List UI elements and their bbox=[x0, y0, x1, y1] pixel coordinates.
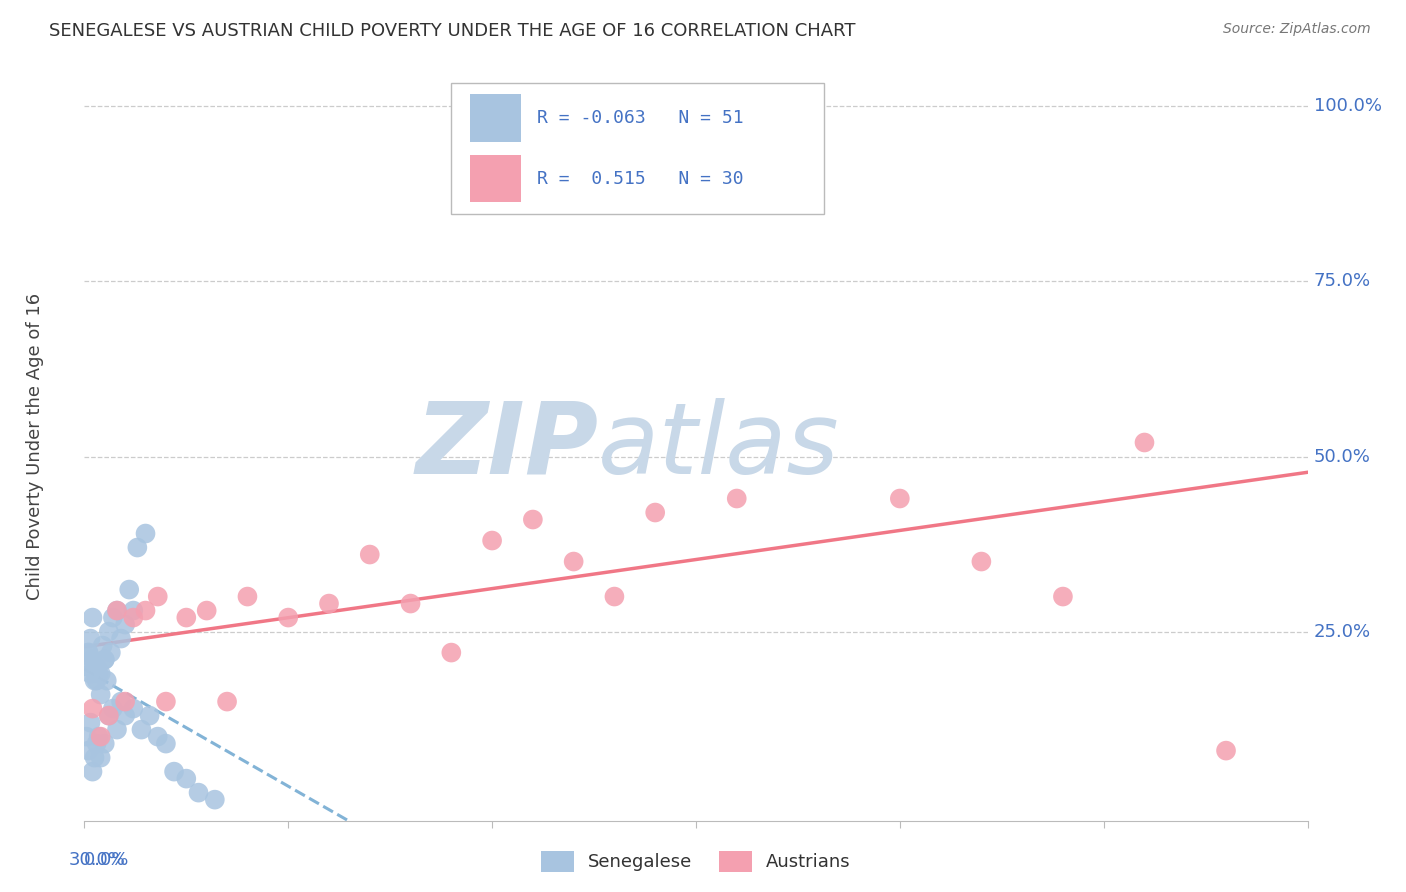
Point bbox=[146, 730, 169, 744]
Point bbox=[101, 701, 124, 715]
Point bbox=[174, 772, 197, 786]
Point bbox=[359, 548, 381, 562]
FancyBboxPatch shape bbox=[451, 83, 824, 214]
Text: 30.0%: 30.0% bbox=[69, 851, 125, 869]
Text: Source: ZipAtlas.com: Source: ZipAtlas.com bbox=[1223, 22, 1371, 37]
Point bbox=[970, 555, 993, 569]
Point bbox=[118, 582, 141, 597]
Point bbox=[889, 491, 911, 506]
Text: 75.0%: 75.0% bbox=[1313, 272, 1371, 291]
Text: SENEGALESE VS AUSTRIAN CHILD POVERTY UNDER THE AGE OF 16 CORRELATION CHART: SENEGALESE VS AUSTRIAN CHILD POVERTY UND… bbox=[49, 22, 856, 40]
Point bbox=[122, 610, 145, 624]
Point bbox=[90, 688, 112, 702]
Point bbox=[79, 666, 101, 681]
Point bbox=[217, 695, 239, 709]
Point bbox=[110, 695, 132, 709]
Text: 25.0%: 25.0% bbox=[1313, 623, 1371, 640]
FancyBboxPatch shape bbox=[470, 154, 522, 202]
Point bbox=[83, 750, 105, 764]
Point bbox=[155, 737, 177, 751]
Text: 50.0%: 50.0% bbox=[1313, 448, 1371, 466]
Point bbox=[114, 617, 136, 632]
Point bbox=[90, 730, 112, 744]
Point bbox=[93, 652, 115, 666]
Point bbox=[787, 183, 810, 197]
Text: R = -0.063   N = 51: R = -0.063 N = 51 bbox=[537, 109, 744, 127]
Point bbox=[75, 659, 97, 673]
Point bbox=[1052, 590, 1074, 604]
Point bbox=[75, 730, 97, 744]
Point bbox=[440, 646, 463, 660]
Point bbox=[82, 764, 104, 779]
Text: 0.0%: 0.0% bbox=[84, 851, 129, 869]
Point bbox=[86, 737, 108, 751]
Point bbox=[725, 491, 748, 506]
Point bbox=[77, 646, 100, 660]
Point bbox=[135, 603, 157, 617]
Legend: Senegalese, Austrians: Senegalese, Austrians bbox=[534, 844, 858, 879]
Point bbox=[138, 708, 160, 723]
Point bbox=[204, 792, 226, 806]
Point bbox=[86, 673, 108, 688]
Point bbox=[1133, 435, 1156, 450]
Point bbox=[603, 590, 626, 604]
Point bbox=[77, 646, 100, 660]
Point bbox=[93, 652, 115, 666]
Point bbox=[90, 750, 112, 764]
Text: atlas: atlas bbox=[598, 398, 839, 494]
Point bbox=[399, 597, 422, 611]
Point bbox=[277, 610, 299, 624]
Text: ZIP: ZIP bbox=[415, 398, 598, 494]
Point bbox=[93, 737, 115, 751]
Point bbox=[91, 639, 114, 653]
Point bbox=[79, 715, 101, 730]
Point bbox=[562, 555, 585, 569]
Point bbox=[79, 632, 101, 646]
Point bbox=[146, 590, 169, 604]
Point bbox=[101, 610, 124, 624]
Point bbox=[187, 786, 209, 800]
Point bbox=[83, 659, 105, 673]
Point bbox=[318, 597, 340, 611]
Point bbox=[481, 533, 503, 548]
Point bbox=[90, 666, 112, 681]
Point bbox=[105, 603, 128, 617]
Point bbox=[122, 701, 145, 715]
Text: Child Poverty Under the Age of 16: Child Poverty Under the Age of 16 bbox=[27, 293, 45, 599]
Point bbox=[82, 701, 104, 715]
Text: 100.0%: 100.0% bbox=[1313, 97, 1382, 115]
Point bbox=[114, 708, 136, 723]
Point bbox=[87, 730, 110, 744]
Point bbox=[236, 590, 259, 604]
Point bbox=[163, 764, 186, 779]
Point bbox=[82, 610, 104, 624]
Point bbox=[114, 695, 136, 709]
Point bbox=[97, 624, 120, 639]
Point bbox=[1215, 743, 1237, 757]
FancyBboxPatch shape bbox=[470, 94, 522, 142]
Point bbox=[83, 673, 105, 688]
Point bbox=[97, 708, 120, 723]
Point bbox=[122, 603, 145, 617]
Point bbox=[131, 723, 153, 737]
Text: R =  0.515   N = 30: R = 0.515 N = 30 bbox=[537, 169, 744, 187]
Point bbox=[644, 506, 666, 520]
Point bbox=[97, 708, 120, 723]
Point bbox=[86, 659, 108, 673]
Point bbox=[105, 723, 128, 737]
Point bbox=[82, 652, 104, 666]
Point bbox=[110, 632, 132, 646]
Point bbox=[105, 603, 128, 617]
Point bbox=[195, 603, 218, 617]
Point bbox=[87, 666, 110, 681]
Point bbox=[100, 646, 122, 660]
Point bbox=[155, 695, 177, 709]
Point bbox=[96, 673, 118, 688]
Point bbox=[522, 512, 544, 526]
Point bbox=[127, 541, 149, 555]
Point bbox=[135, 526, 157, 541]
Point bbox=[77, 743, 100, 757]
Point bbox=[174, 610, 197, 624]
